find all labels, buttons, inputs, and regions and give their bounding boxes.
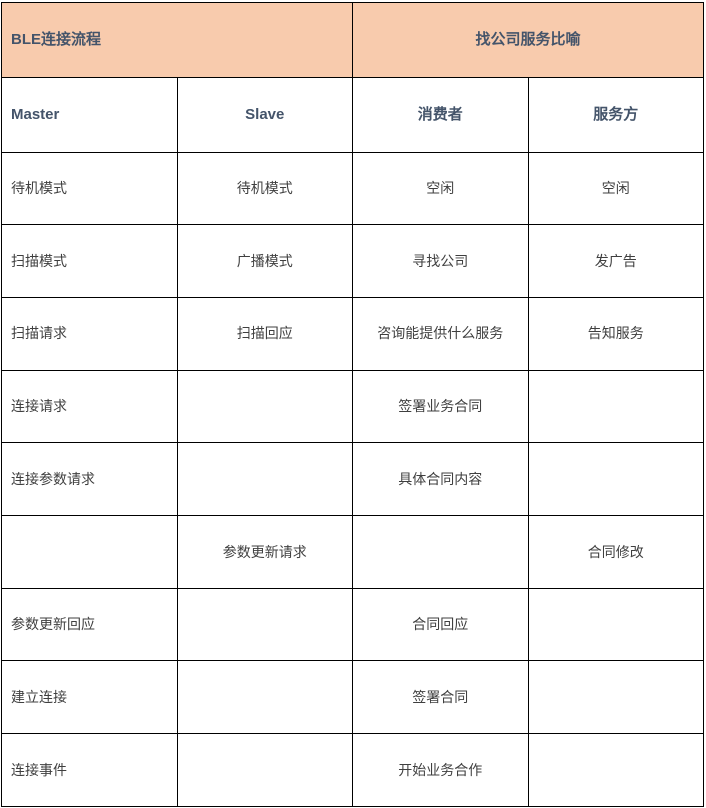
table-row: 连接事件 开始业务合作 [1, 733, 704, 807]
table-cell [527, 660, 704, 735]
table-row: 待机模式 待机模式 空闲 空闲 [1, 151, 704, 226]
column-header-slave: Slave [176, 76, 353, 153]
table-cell [1, 515, 178, 589]
table-cell [527, 587, 704, 662]
table-row: 连接参数请求 具体合同内容 [1, 442, 704, 517]
table-row: 参数更新回应 合同回应 [1, 587, 704, 662]
table-cell: 空闲 [352, 151, 529, 226]
table-cell: 发广告 [527, 224, 704, 298]
table-cell: 告知服务 [527, 296, 704, 371]
table-row: 建立连接 签署合同 [1, 660, 704, 735]
table-cell: 建立连接 [1, 660, 178, 735]
table-cell: 签署合同 [352, 660, 529, 735]
table-cell: 广播模式 [176, 224, 353, 298]
table-cell: 参数更新请求 [176, 515, 353, 589]
table-cell: 扫描请求 [1, 296, 178, 371]
table-cell: 连接参数请求 [1, 442, 178, 517]
table-cell [176, 733, 353, 807]
table-cell: 待机模式 [176, 151, 353, 226]
column-header-consumer: 消费者 [352, 76, 529, 153]
table-cell [176, 369, 353, 444]
table-row: 扫描模式 广播模式 寻找公司 发广告 [1, 224, 704, 298]
column-header-master: Master [1, 76, 178, 153]
column-header-row: Master Slave 消费者 服务方 [1, 76, 704, 153]
table-row: 连接请求 签署业务合同 [1, 369, 704, 444]
table-cell: 签署业务合同 [352, 369, 529, 444]
column-header-provider: 服务方 [527, 76, 704, 153]
table-cell: 扫描模式 [1, 224, 178, 298]
table-cell: 连接事件 [1, 733, 178, 807]
table-cell [527, 442, 704, 517]
table-cell: 寻找公司 [352, 224, 529, 298]
table-cell: 参数更新回应 [1, 587, 178, 662]
table-cell [527, 733, 704, 807]
group-header-ble-flow: BLE连接流程 [1, 2, 353, 78]
table-cell: 咨询能提供什么服务 [352, 296, 529, 371]
table-cell: 开始业务合作 [352, 733, 529, 807]
table-row: 参数更新请求 合同修改 [1, 515, 704, 589]
table-cell [527, 369, 704, 444]
table-cell: 空闲 [527, 151, 704, 226]
table-cell: 待机模式 [1, 151, 178, 226]
group-header-row: BLE连接流程 找公司服务比喻 [1, 2, 704, 78]
table-row: 扫描请求 扫描回应 咨询能提供什么服务 告知服务 [1, 296, 704, 371]
table-cell: 具体合同内容 [352, 442, 529, 517]
table-cell: 合同修改 [527, 515, 704, 589]
table-cell [176, 660, 353, 735]
table-cell: 合同回应 [352, 587, 529, 662]
table-cell [352, 515, 529, 589]
table-cell: 扫描回应 [176, 296, 353, 371]
table-cell [176, 442, 353, 517]
table-cell: 连接请求 [1, 369, 178, 444]
group-header-company-analogy: 找公司服务比喻 [352, 2, 704, 78]
table-cell [176, 587, 353, 662]
